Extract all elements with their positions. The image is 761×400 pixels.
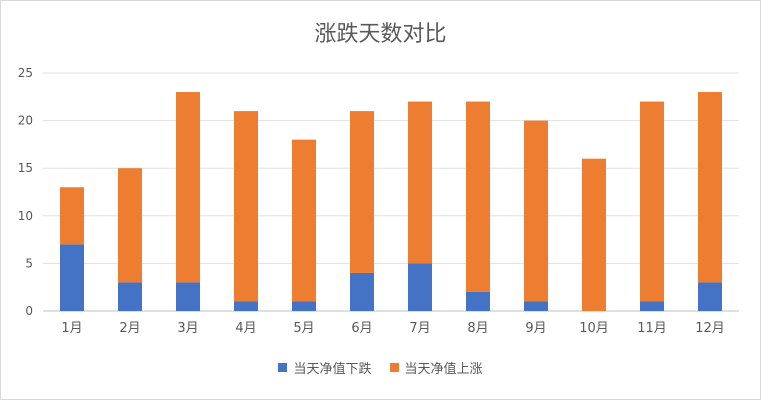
bar-up-11 (640, 101, 664, 302)
x-tick-label: 9月 (525, 321, 546, 336)
bar-down-1 (60, 244, 84, 311)
bar-down-8 (466, 291, 490, 311)
bar-up-8 (466, 101, 490, 292)
bar-up-5 (292, 139, 316, 302)
bar-down-12 (698, 282, 722, 311)
bar-up-3 (176, 92, 200, 283)
legend-swatch-up (389, 363, 399, 372)
bar-up-4 (234, 111, 258, 302)
bar-up-12 (698, 92, 722, 283)
y-tick-label: 10 (18, 209, 33, 223)
x-tick-label: 8月 (467, 321, 488, 336)
y-tick-label: 20 (18, 114, 33, 128)
chart-legend: 当天净值下跌 当天净值上涨 (0, 358, 761, 377)
y-tick-label: 0 (25, 304, 33, 318)
x-tick-label: 4月 (235, 321, 256, 336)
bar-down-7 (408, 263, 432, 311)
bar-down-4 (234, 301, 258, 311)
legend-label-up: 当天净值上涨 (404, 362, 483, 377)
bar-up-2 (118, 168, 142, 283)
bar-up-7 (408, 101, 432, 264)
legend-item-up: 当天净值上涨 (389, 358, 483, 377)
legend-item-down: 当天净值下跌 (278, 358, 372, 377)
x-tick-label: 11月 (637, 321, 667, 336)
bar-up-1 (60, 187, 84, 245)
x-tick-label: 12月 (695, 321, 725, 336)
bar-up-6 (350, 111, 374, 273)
bar-down-6 (350, 272, 374, 311)
x-tick-label: 3月 (177, 321, 198, 336)
bar-down-9 (524, 301, 548, 311)
bar-down-5 (292, 301, 316, 311)
legend-swatch-down (278, 363, 288, 372)
x-tick-label: 6月 (351, 321, 372, 336)
x-tick-label: 1月 (61, 321, 82, 336)
chart-title: 涨跌天数对比 (314, 22, 447, 47)
legend-label-down: 当天净值下跌 (293, 362, 372, 377)
bar-down-11 (640, 301, 664, 311)
x-tick-label: 5月 (293, 321, 314, 336)
x-tick-label: 7月 (409, 321, 430, 336)
y-tick-label: 25 (18, 66, 33, 80)
y-tick-label: 15 (18, 161, 33, 175)
y-tick-label: 5 (25, 256, 33, 270)
bar-down-2 (118, 282, 142, 311)
x-tick-label: 10月 (579, 321, 609, 336)
bar-up-9 (524, 120, 548, 302)
bar-up-10 (582, 158, 606, 311)
bar-down-3 (176, 282, 200, 311)
x-tick-label: 2月 (119, 321, 140, 336)
